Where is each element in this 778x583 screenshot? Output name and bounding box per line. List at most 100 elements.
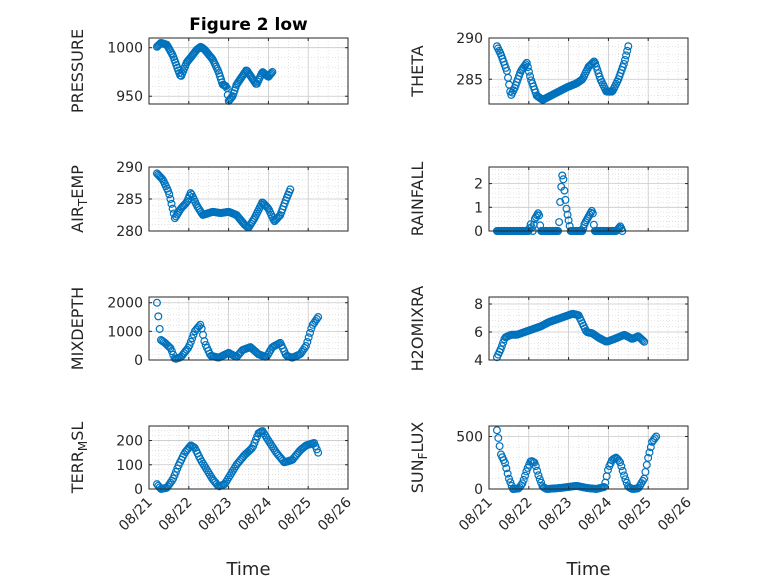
data-point — [523, 63, 532, 72]
data-point — [154, 312, 163, 321]
data-point — [314, 448, 323, 457]
data-point — [249, 216, 258, 225]
x-tick-label: 08/22 — [496, 495, 536, 535]
data-point — [268, 442, 277, 451]
y-axis-label: TERRMSL — [68, 422, 90, 495]
data-point — [521, 471, 530, 480]
data-point — [621, 475, 630, 484]
y-tick-label: 2000 — [107, 296, 143, 312]
y-tick-label: 950 — [116, 89, 143, 105]
y-axis-label: RAINFALL — [408, 162, 427, 237]
data-point — [500, 459, 509, 468]
data-point — [530, 458, 539, 467]
data-point — [269, 444, 278, 453]
data-point — [185, 341, 194, 350]
subplot-1: 950 1000 PRESSURE Figure 2 low — [68, 15, 349, 113]
y-tick-label: 1 — [474, 200, 483, 216]
data-point — [165, 190, 174, 199]
axes-box — [488, 166, 689, 232]
data-point — [534, 471, 543, 480]
y-tick-label: 285 — [456, 72, 483, 88]
y-tick-label: 0 — [474, 224, 483, 240]
x-axis-label: Time — [565, 559, 610, 580]
data-point — [227, 93, 236, 102]
x-tick-label: 08/25 — [275, 495, 315, 535]
data-point — [152, 298, 161, 307]
y-tick-label: 0 — [134, 482, 143, 498]
x-tick-label: 08/21 — [456, 495, 496, 535]
subplot-6: 4 6 8 H2OMIXRA — [408, 286, 689, 371]
subplot-2: 285 290 THETA — [408, 31, 689, 105]
axes-box — [488, 37, 689, 105]
data-point — [619, 59, 628, 68]
data-point — [620, 55, 629, 64]
data-point — [617, 462, 626, 471]
data-point — [555, 218, 564, 227]
subplot-8: 08/21 08/22 08/23 08/24 08/25 08/26 0 500 SUNFLU… — [408, 422, 695, 580]
y-tick-label: 285 — [116, 192, 143, 208]
y-tick-label: 6 — [474, 325, 483, 341]
axes-box — [488, 425, 689, 490]
data-point — [502, 464, 511, 473]
data-point — [266, 70, 275, 79]
data-point — [497, 342, 506, 351]
subplot-4: 0 1 2 RAINFALL — [408, 162, 689, 240]
data-point — [623, 46, 632, 55]
axes-box — [148, 37, 349, 105]
x-tick-label: 08/25 — [615, 495, 655, 535]
data-point — [564, 216, 573, 225]
data-point — [155, 324, 164, 333]
data-point — [503, 469, 512, 478]
data-point — [603, 465, 612, 474]
data-point — [166, 195, 175, 204]
data-point — [165, 342, 174, 351]
data-point — [163, 341, 172, 350]
data-point — [166, 478, 175, 487]
data-point — [492, 426, 501, 435]
y-tick-label: 500 — [456, 430, 483, 446]
data-point — [265, 438, 274, 447]
data-point — [262, 71, 271, 80]
axes-box — [148, 296, 349, 361]
y-tick-label: 290 — [456, 31, 483, 47]
x-tick-label: 08/21 — [116, 495, 156, 535]
data-point — [590, 57, 599, 66]
data-point — [646, 443, 655, 452]
data-point — [312, 314, 321, 323]
data-point — [650, 434, 659, 443]
y-axis-label: PRESSURE — [68, 29, 87, 113]
data-point — [182, 198, 191, 207]
subplot-3: 280 285 290 AIRTEMP — [68, 160, 349, 240]
y-axis-label: SUNFLUX — [408, 422, 430, 494]
data-point — [522, 467, 531, 476]
data-point — [616, 458, 625, 467]
data-point — [561, 195, 570, 204]
y-tick-label: 290 — [116, 160, 143, 176]
y-axis-label: AIRTEMP — [68, 165, 90, 233]
data-point — [301, 342, 310, 351]
data-point — [167, 199, 176, 208]
subplot-7: 08/21 08/22 08/23 08/24 08/25 08/26 0 100 200 TER… — [68, 422, 355, 580]
data-point — [275, 212, 284, 221]
data-point — [652, 432, 661, 441]
subplot-5: 0 1000 2000 MIXDEPTH — [68, 287, 349, 370]
data-point — [588, 209, 597, 218]
data-point — [535, 211, 544, 220]
y-axis-label: MIXDEPTH — [68, 287, 87, 370]
x-tick-label: 08/26 — [315, 494, 355, 534]
axes-box — [488, 296, 689, 361]
x-tick-label: 08/22 — [156, 495, 196, 535]
data-point — [519, 475, 528, 484]
x-tick-label: 08/24 — [575, 494, 615, 534]
y-tick-label: 280 — [116, 224, 143, 240]
data-point — [620, 471, 629, 480]
data-point — [645, 448, 654, 457]
data-point — [268, 67, 277, 76]
data-point — [531, 462, 540, 471]
data-point — [168, 204, 177, 213]
x-tick-label: 08/26 — [655, 494, 695, 534]
data-point — [263, 204, 272, 213]
y-tick-label: 4 — [474, 353, 483, 369]
data-point — [624, 42, 633, 51]
